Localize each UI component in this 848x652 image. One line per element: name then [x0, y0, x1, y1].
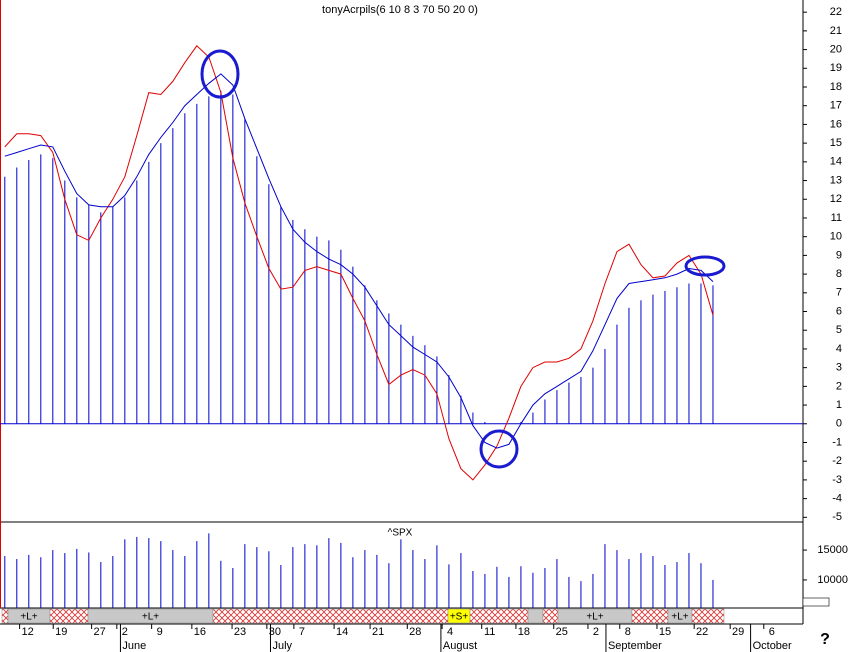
signal-label: +L+ [142, 612, 159, 623]
signal-segment [691, 608, 725, 624]
volume-y-tick-label: 10000 [817, 574, 848, 586]
y-tick-label: -5 [832, 511, 842, 523]
x-tick-label: 14 [336, 626, 348, 638]
y-tick-label: 20 [830, 43, 842, 55]
x-tick-label: 30 [269, 626, 281, 638]
x-tick-label: 18 [518, 626, 530, 638]
x-tick-label: 29 [732, 626, 744, 638]
signal-segment [212, 608, 449, 624]
y-tick-label: 17 [830, 100, 842, 112]
y-tick-label: 13 [830, 174, 842, 186]
y-tick-label: 0 [836, 418, 842, 430]
signal-label: +L+ [20, 612, 37, 623]
x-tick-label: 2 [593, 626, 599, 638]
x-tick-label: 12 [21, 626, 33, 638]
x-tick-label: 16 [194, 626, 206, 638]
y-tick-label: 3 [836, 362, 842, 374]
signal-label: +L+ [586, 612, 603, 623]
signal-strip: +L+ +L+ +S+ +L+ +L+ [1, 608, 725, 624]
y-tick-label: 21 [830, 25, 842, 37]
y-tick-label: -4 [832, 493, 842, 505]
x-tick-label: 2 [122, 626, 128, 638]
y-tick-label: 8 [836, 268, 842, 280]
signal-segment [1, 608, 9, 624]
x-tick-label: 11 [484, 626, 495, 638]
annotation-circle [479, 429, 519, 469]
x-tick-label: 21 [372, 626, 384, 638]
x-tick-label: 15 [659, 626, 671, 638]
x-tick-label: 19 [55, 626, 67, 638]
annotation-circle [200, 49, 240, 99]
x-tick-label: 27 [93, 626, 105, 638]
signal-segment [49, 608, 89, 624]
signal-label: +L+ [671, 612, 688, 623]
y-tick-label: 18 [830, 81, 842, 93]
x-tick-label: 8 [625, 626, 631, 638]
signal-segment [631, 608, 669, 624]
month-label: August [443, 640, 477, 652]
help-icon[interactable]: ? [820, 631, 830, 648]
scroll-box[interactable] [802, 597, 830, 607]
y-tick-label: 2 [836, 380, 842, 392]
signal-segment [469, 608, 529, 624]
volume-title: ^SPX [388, 528, 413, 539]
x-tick-label: 25 [556, 626, 568, 638]
signal-segment [527, 608, 544, 624]
y-tick-label: 11 [831, 212, 842, 224]
x-tick-label: 7 [299, 626, 305, 638]
y-tick-label: 12 [830, 193, 842, 205]
chart-title: tonyAcrpils(6 10 8 3 70 50 20 0) [322, 4, 478, 16]
y-tick-label: 15 [830, 137, 842, 149]
y-tick-label: 14 [830, 156, 842, 168]
y-tick-label: 16 [830, 118, 842, 130]
y-tick-label: 22 [830, 6, 842, 18]
y-tick-label: -1 [832, 436, 842, 448]
x-tick-label: 4 [447, 626, 453, 638]
x-tick-label: 22 [696, 626, 708, 638]
line-series [4, 73, 714, 449]
y-tick-label: 19 [830, 62, 842, 74]
x-tick-label: 6 [769, 626, 775, 638]
y-tick-label: -2 [832, 455, 842, 467]
x-tick-label: 23 [234, 626, 246, 638]
month-label: July [272, 640, 292, 652]
y-tick-label: 10 [830, 231, 842, 243]
y-tick-label: 9 [836, 249, 842, 261]
y-tick-label: 4 [836, 343, 842, 355]
line-series [4, 45, 714, 481]
volume-y-tick-label: 15000 [817, 544, 848, 556]
signal-segment [542, 608, 559, 624]
y-tick-label: 6 [836, 305, 842, 317]
y-tick-label: 7 [836, 287, 842, 299]
month-label: October [753, 640, 792, 652]
x-tick-label: 28 [409, 626, 421, 638]
y-tick-label: -3 [832, 474, 842, 486]
signal-label: +S+ [450, 612, 469, 623]
y-tick-label: 1 [836, 399, 842, 411]
x-tick-label: 9 [157, 626, 163, 638]
annotation-circle [684, 255, 726, 277]
month-label: September [608, 640, 662, 652]
y-tick-label: 5 [836, 324, 842, 336]
month-label: June [122, 640, 146, 652]
